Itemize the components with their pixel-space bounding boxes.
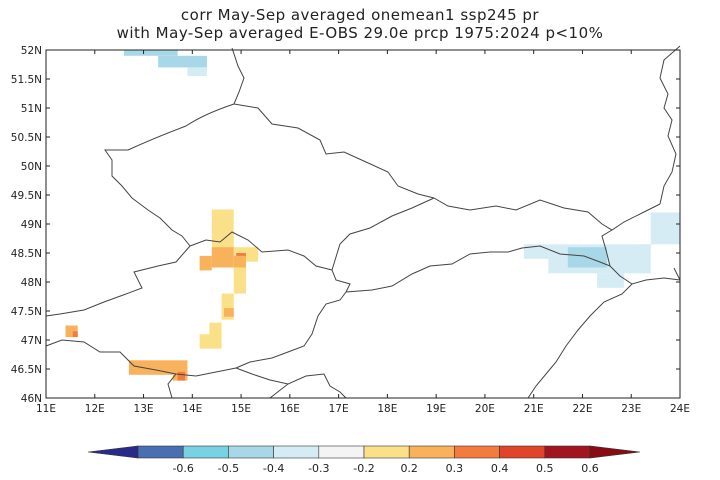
border-austria-italy xyxy=(45,339,237,377)
x-tick-label: 11E xyxy=(36,403,56,415)
correlation-cell-3 xyxy=(211,209,234,239)
colorbar-tick-label: 0.6 xyxy=(581,462,599,475)
colorbar-swatch xyxy=(499,445,546,459)
correlation-cell-8 xyxy=(233,255,246,271)
colorbar-tick-label: -0.4 xyxy=(263,462,284,475)
correlation-cell-19 xyxy=(177,371,185,381)
y-tick-label: 48N xyxy=(21,277,42,289)
colorbar-swatch xyxy=(273,445,320,459)
border-czechia-austria xyxy=(189,231,333,271)
border-poland-slovakia xyxy=(433,197,661,231)
correlation-cell-10 xyxy=(233,267,246,294)
map-frame xyxy=(45,49,681,399)
x-tick-label: 23E xyxy=(621,403,641,415)
x-tick-label: 12E xyxy=(85,403,105,415)
x-tick-label: 18E xyxy=(377,403,397,415)
y-tick-label: 50.5N xyxy=(11,132,42,144)
border-slovenia-croatia xyxy=(269,373,347,399)
colorbar-tick-label: 0.4 xyxy=(491,462,509,475)
border-austria-slovakia xyxy=(331,269,351,293)
border-ukraine-poland xyxy=(659,45,681,205)
x-tick-label: 15E xyxy=(231,403,251,415)
correlation-cell-0 xyxy=(124,50,178,56)
correlation-cell-25 xyxy=(636,244,651,253)
x-tick-label: 22E xyxy=(572,403,592,415)
x-tick-label: 13E xyxy=(134,403,154,415)
colorbar-tick-label: 0.5 xyxy=(536,462,554,475)
x-tick-label: 20E xyxy=(475,403,495,415)
border-slovakia-ukraine xyxy=(601,229,613,267)
border-ukraine-romania xyxy=(673,267,681,281)
correlation-cells xyxy=(65,50,680,381)
colorbar-tick-label: -0.3 xyxy=(308,462,329,475)
correlation-cell-24 xyxy=(650,212,680,245)
border-czechia-poland xyxy=(233,103,435,199)
y-tick-label: 50N xyxy=(21,161,42,173)
colorbar-swatch xyxy=(318,445,365,459)
colorbar-tick-label: -0.5 xyxy=(218,462,239,475)
country-borders xyxy=(45,45,681,399)
y-tick-label: 51.5N xyxy=(11,74,42,86)
axis-ticks: 11E 12E 13E 14E 15E 16E 17E 18E 19E 20E 21E 22E 23E 2… xyxy=(11,45,690,415)
correlation-cell-6 xyxy=(199,255,212,271)
colorbar-swatch xyxy=(137,445,184,459)
border-germany-poland xyxy=(231,47,245,105)
y-tick-label: 52N xyxy=(21,45,42,57)
x-tick-label: 16E xyxy=(280,403,300,415)
colorbar-low-triangle xyxy=(87,445,139,459)
correlation-cell-1 xyxy=(158,55,207,68)
y-tick-label: 49.5N xyxy=(11,190,42,202)
colorbar-swatch xyxy=(454,445,500,459)
border-slovakia-hungary xyxy=(345,245,611,293)
correlation-cell-22 xyxy=(597,273,624,288)
correlation-cell-13 xyxy=(199,334,222,349)
y-tick-label: 46.5N xyxy=(11,364,42,376)
colorbar-tick-label: 0.2 xyxy=(400,462,418,475)
y-tick-label: 46N xyxy=(21,393,42,405)
correlation-cell-12 xyxy=(224,308,234,317)
x-tick-label: 14E xyxy=(182,403,202,415)
border-ukraine-hungary-romania xyxy=(609,265,681,285)
x-tick-label: 19E xyxy=(426,403,446,415)
y-tick-label: 51N xyxy=(21,103,42,115)
correlation-cell-14 xyxy=(209,322,222,338)
x-tick-label: 24E xyxy=(670,403,690,415)
y-tick-label: 48.5N xyxy=(11,248,42,260)
colorbar-swatch xyxy=(228,445,274,459)
border-germany-austria xyxy=(45,245,191,317)
correlation-cell-16 xyxy=(72,331,78,338)
colorbar-swatch xyxy=(408,445,455,459)
border-czechia-slovakia xyxy=(331,197,435,271)
colorbar: -0.6 -0.5 -0.4 -0.3 -0.2 0.2 0.3 0.4 0.5 0.6 xyxy=(87,445,641,475)
chart-title-line2: with May-Sep averaged E-OBS 29.0e prcp 1… xyxy=(116,24,604,42)
correlation-cell-17 xyxy=(128,360,188,375)
colorbar-tick-label: 0.3 xyxy=(446,462,464,475)
y-tick-label: 47.5N xyxy=(11,306,42,318)
colorbar-tick-label: -0.2 xyxy=(353,462,374,475)
correlation-cell-2 xyxy=(187,67,207,77)
y-tick-label: 47N xyxy=(21,335,42,347)
colorbar-tick-label: -0.6 xyxy=(172,462,193,475)
border-slovenia xyxy=(167,373,177,399)
x-tick-label: 17E xyxy=(329,403,349,415)
x-tick-label: 21E xyxy=(524,403,544,415)
border-austria-hungary xyxy=(235,291,347,369)
y-tick-label: 49N xyxy=(21,219,42,231)
border-hungary-romania xyxy=(527,283,633,399)
border-slovenia-hungary xyxy=(235,367,289,385)
correlation-cell-7 xyxy=(211,247,234,268)
colorbar-high-triangle xyxy=(589,445,641,459)
border-germany-czechia xyxy=(104,103,235,247)
colorbar-swatch xyxy=(363,445,410,459)
correlation-cell-15 xyxy=(65,325,78,338)
colorbar-swatch xyxy=(544,445,591,459)
colorbar-swatch xyxy=(182,445,229,459)
correlation-cell-9 xyxy=(236,253,246,256)
correlation-cell-20 xyxy=(523,244,549,259)
chart-title-line1: corr May-Sep averaged onemean1 ssp245 pr xyxy=(180,6,540,24)
